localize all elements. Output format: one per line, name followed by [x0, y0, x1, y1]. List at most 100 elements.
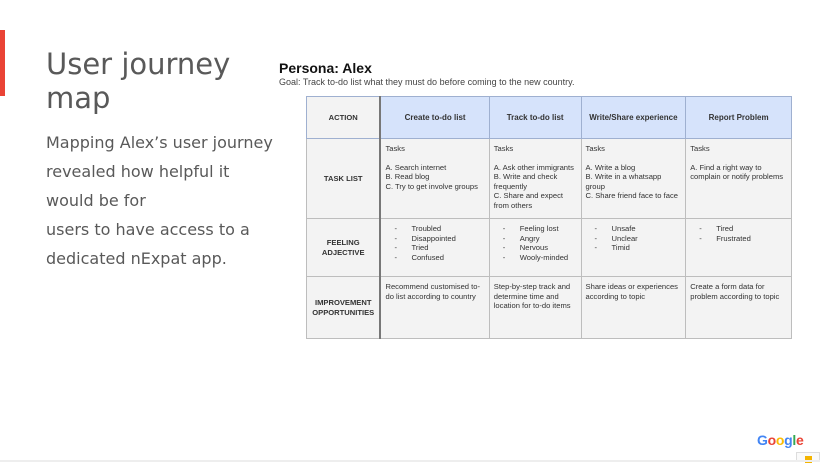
body-line: revealed how helpful it: [46, 162, 230, 181]
task-item: A. Ask other immigrants: [493, 162, 574, 172]
dash-marker: -: [594, 243, 598, 252]
logo-letter: e: [795, 432, 804, 448]
bullet-item: - Confused: [385, 253, 484, 263]
task-item: C. Try to get involve groups: [385, 181, 478, 191]
item-text: Wooly-minded: [519, 252, 569, 262]
table-cell: Share ideas or experiences according to …: [580, 276, 687, 339]
bullet-item: - Angry: [494, 234, 577, 244]
dash-marker: -: [394, 243, 397, 252]
column-header: Create to-do list: [379, 96, 490, 139]
bullet-item: - Unsafe: [586, 224, 682, 234]
cell-title: Tasks: [385, 144, 405, 153]
table-cell: - Unsafe - Unclear - Timid: [580, 218, 687, 277]
bullet-item: - Tried: [385, 243, 484, 253]
bottom-divider: [0, 460, 820, 462]
slide-title: User journey map: [46, 47, 231, 115]
table-cell: - Feeling lost - Angry - Nervous - Wooly-minded: [488, 218, 582, 277]
table-cell: - Troubled - Disappointed - Tried - Confused: [379, 218, 490, 277]
bullet-item: - Nervous: [494, 243, 577, 253]
cell-title: Tasks: [585, 144, 605, 153]
table-cell: Recommend customised to-do list accordin…: [379, 276, 490, 339]
body-line: dedicated nExpat app.: [46, 249, 227, 268]
item-text: Nervous: [519, 243, 549, 252]
table-cell: Tasks A. Write a blog B. Write in a whatsa…: [580, 138, 687, 219]
task-item: B. Write in a whatsapp group: [585, 172, 662, 191]
dash-marker: -: [502, 224, 506, 233]
dash-marker: -: [594, 224, 598, 233]
item-text: Frustrated: [716, 233, 751, 243]
task-item: A. Write a blog: [585, 162, 636, 172]
body-line: users to have access to a: [46, 220, 250, 239]
item-text: Angry: [519, 233, 540, 243]
item-text: Unclear: [611, 233, 638, 243]
table-cell: Tasks A. Search internet B. Read blog C. Tr…: [379, 138, 490, 219]
journey-table: ACTION Create to-do list Track to-do list W…: [306, 96, 792, 339]
dash-marker: -: [394, 224, 397, 233]
item-text: Tired: [716, 224, 734, 233]
bullet-item: - Tired: [690, 224, 787, 234]
column-header: Report Problem: [685, 96, 792, 139]
persona-goal: Goal: Track to-do list what they must do…: [279, 77, 575, 87]
slide-body: Mapping Alex’s user journey revealed how…: [46, 128, 276, 273]
item-text: Feeling lost: [519, 224, 559, 233]
item-text: Tried: [411, 243, 429, 252]
task-item: A. Find a right way to complain or notif…: [690, 162, 784, 182]
logo-letter: o: [775, 432, 785, 448]
task-item: B. Read blog: [385, 172, 430, 181]
dash-marker: -: [699, 224, 702, 233]
logo-letter: g: [784, 432, 793, 448]
bullet-item: - Disappointed: [385, 234, 484, 244]
column-header: Write/Share experience: [580, 96, 687, 139]
logo-letter: G: [757, 432, 768, 448]
dash-marker: -: [594, 233, 598, 243]
bullet-item: - Wooly-minded: [494, 253, 577, 263]
table-cell: Tasks A. Ask other immigrants B. Write and…: [488, 138, 582, 219]
row-label: ACTION: [306, 96, 382, 139]
spacer: [494, 154, 577, 163]
dash-marker: -: [699, 233, 702, 243]
feeling-row: FEELING ADJECTIVE - Troubled - Disappointed -…: [306, 218, 792, 277]
row-label: FEELING ADJECTIVE: [306, 218, 382, 277]
google-logo: Google: [757, 432, 804, 448]
item-text: Troubled: [411, 224, 442, 233]
logo-letter: l: [792, 432, 796, 448]
spacer: [690, 154, 787, 163]
item-text: Timid: [611, 243, 630, 252]
column-header: Track to-do list: [488, 96, 582, 139]
body-line: would be for: [46, 191, 146, 210]
task-item: C. Share and expect from others: [493, 191, 563, 210]
item-text: Unsafe: [611, 224, 636, 233]
improvement-row: IMPROVEMENT OPPORTUNITIES Recommend custo…: [306, 276, 792, 339]
dash-marker: -: [394, 252, 397, 262]
bullet-item: - Troubled: [385, 224, 484, 234]
task-item: B. Write and check frequently: [493, 172, 558, 191]
spacer: [586, 154, 682, 163]
bullet-item: - Unclear: [586, 234, 682, 244]
task-item: A. Search internet: [385, 162, 447, 172]
table-cell: - Tired - Frustrated: [685, 218, 792, 277]
row-label: TASK LIST: [306, 138, 382, 219]
table-cell: Create a form data for problem according…: [685, 276, 792, 339]
body-line: Mapping Alex’s user journey: [46, 133, 273, 152]
row-label: IMPROVEMENT OPPORTUNITIES: [306, 276, 382, 339]
persona-title: Persona: Alex: [279, 60, 372, 76]
table-cell: Step-by-step track and determine time an…: [488, 276, 582, 339]
bullet-item: - Timid: [586, 243, 682, 253]
logo-letter: o: [767, 432, 777, 448]
item-text: Confused: [411, 252, 444, 262]
star-icon: [805, 456, 812, 463]
bullet-item: - Frustrated: [690, 234, 787, 244]
dash-marker: -: [502, 243, 506, 252]
cell-title: Tasks: [493, 144, 514, 153]
dash-marker: -: [502, 233, 506, 243]
spacer: [385, 154, 484, 163]
dash-marker: -: [502, 252, 506, 262]
header-row: ACTION Create to-do list Track to-do list W…: [306, 96, 792, 139]
cell-title: Tasks: [690, 144, 710, 153]
bullet-item: - Feeling lost: [494, 224, 577, 234]
task-list-row: TASK LIST Tasks A. Search internet B. Read …: [306, 138, 792, 219]
table-cell: Tasks A. Find a right way to complain or …: [685, 138, 792, 219]
item-text: Disappointed: [411, 233, 456, 243]
accent-bar: [0, 30, 5, 96]
task-item: C. Share friend face to face: [585, 191, 678, 200]
